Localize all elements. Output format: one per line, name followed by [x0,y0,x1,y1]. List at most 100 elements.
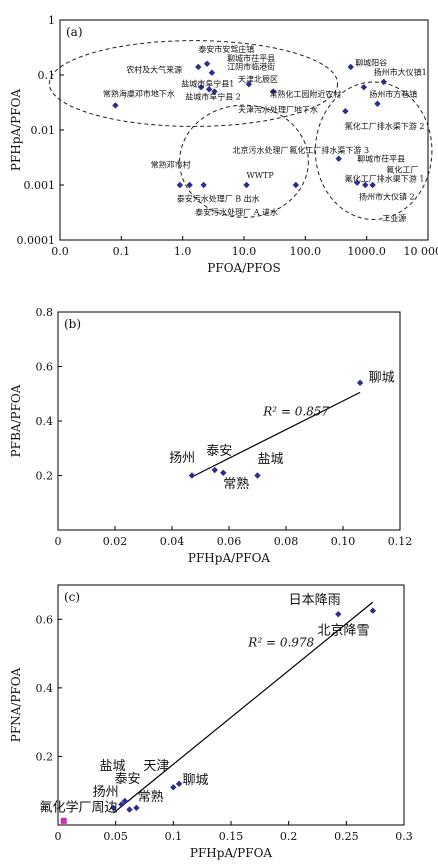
point-label: 扬州 [169,451,195,466]
data-point [197,84,205,91]
data-point [369,181,376,189]
x-tick-label: 0.0 [51,245,69,258]
point-annotation: 氟化工厂排水渠下游 1 [345,174,425,184]
point-annotation: 工业源 [382,213,406,223]
point-annotation: 氟化工厂排水渠下游 3 [289,145,369,155]
point-annotation: 聊城市茌平县 [227,53,275,63]
data-point [203,60,211,67]
point-label: 盐城 [100,759,126,774]
y-axis-title: PFHpA/PFOA [9,89,23,171]
data-point [186,181,193,189]
point-annotation: 氟化工厂排水渠下游 2 [345,121,425,131]
data-point [211,88,218,95]
point-annotation: 天津污水处理厂地下水 [238,104,318,114]
data-point [220,469,227,476]
x-tick-label: 0.25 [334,830,359,843]
data-point [243,181,250,189]
data-point [211,466,218,474]
point-annotation: 天津北辰区 [238,74,278,84]
x-tick-label: 0 [55,535,62,548]
x-tick-label: 0.02 [103,535,128,548]
trendline [191,391,361,478]
data-point [353,179,361,186]
group-ellipse [314,81,433,220]
x-tick-label: 10.0 [232,245,257,258]
point-annotation: 氟化工厂 [386,164,418,174]
point-annotation: 农村及大气来源 [126,65,182,75]
data-point [374,100,381,107]
plot-frame [57,311,401,531]
trendline [112,601,374,814]
point-label: 聊城 [369,370,395,385]
point-annotation: 盐城市阜宁县 2 [185,91,241,101]
data-point [342,107,349,115]
x-tick-label: 0.08 [274,535,299,548]
point-label: 聊城 [183,773,209,788]
point-label: 泰安 [115,772,141,787]
point-annotation: 聊城市茌平县 [357,153,405,163]
y-tick-label: 0.6 [36,361,54,374]
point-annotation: 北京污水处理厂 [233,145,289,155]
y-tick-label: 0.2 [36,750,54,763]
x-tick-label: 0.06 [217,535,242,548]
data-point [208,69,216,76]
data-point [126,806,133,813]
data-point [362,181,369,189]
point-annotation: 聊城阳谷 [355,58,387,67]
data-point [175,780,183,788]
panel-label: (b) [64,317,81,331]
y-tick-label: 0.01 [31,124,56,137]
x-axis-title: PFHpA/PFOA [190,846,272,860]
point-annotation: 常熟邓市村 [151,159,191,169]
data-point [360,84,368,91]
y-tick-label: 0.001 [24,179,56,192]
group-ellipse [179,104,309,218]
point-label: 天津 [143,759,169,774]
data-point [121,797,129,805]
x-tick-label: 0.05 [103,830,128,843]
highlight-point [60,817,67,824]
x-tick-label: 100.0 [290,245,322,258]
x-tick-label: 0.1 [113,245,131,258]
y-tick-label: 0.4 [36,415,54,428]
data-point [195,63,202,71]
x-tick-label: 1000.0 [347,245,386,258]
data-point [200,181,207,189]
point-annotation: 扬州市大仪镇 2 [359,191,415,201]
point-annotation: 常熟海虞邓市地下水 [103,88,175,98]
x-tick-label: 0 [55,830,62,843]
point-label: 常熟 [223,476,249,492]
y-axis-title: PFNA/PFOA [9,667,23,742]
point-label: 北京降雪 [318,624,370,639]
data-point [205,86,213,93]
data-point [133,804,140,812]
data-point [176,181,184,189]
x-axis-title: PFHpA/PFOA [188,551,270,565]
point-label: 扬州 [93,785,119,800]
r-squared-label: R² = 0.978 [247,636,314,650]
point-annotation: 泰安污水处理厂 B 出水 [177,194,260,204]
point-annotation: 扬州市大仪镇1 [374,67,427,77]
x-tick-label: 0.15 [219,830,244,843]
y-tick-label: 1 [48,14,55,27]
point-annotation: 泰安污水处理厂 A 进水 [195,207,278,217]
panel-label: (c) [64,590,80,604]
y-tick-label: 0.2 [36,470,54,483]
data-point [335,610,342,618]
point-annotation: 江阴市临港街 [227,62,275,72]
data-point [110,804,117,812]
point-annotation: WWTP [247,171,275,180]
data-point [118,801,125,808]
data-point [380,78,387,86]
x-axis-title: PFOA/PFOS [207,261,280,275]
data-point [112,102,119,109]
data-point [270,88,277,95]
data-point [188,472,196,479]
point-annotation: 泰安市安驾庄镇 [198,44,254,54]
point-label: 常熟 [138,789,164,805]
x-tick-label: 0.2 [280,830,298,843]
data-point [292,181,300,189]
point-label: 泰安 [206,444,232,459]
data-point [369,607,377,614]
point-label: 日本降雨 [289,593,341,608]
